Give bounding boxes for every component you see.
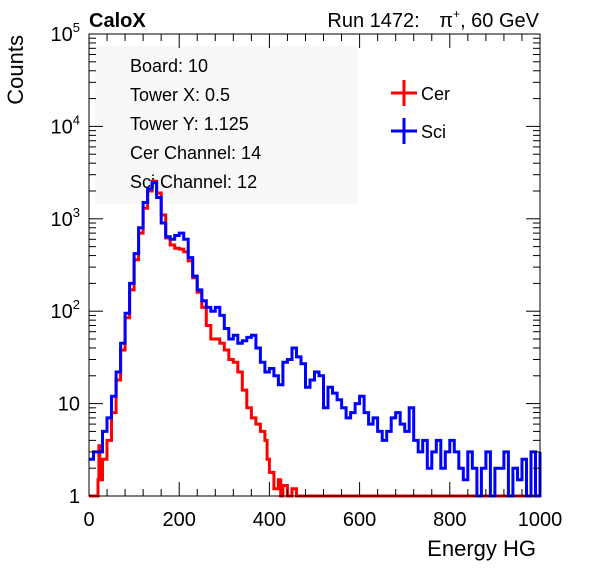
plot-frame <box>88 33 541 497</box>
y-tick-label: 10 <box>58 394 80 416</box>
series-line-sci <box>89 181 542 498</box>
info-board: Board: 10 <box>130 56 208 76</box>
y-tick-label: 1 <box>69 486 80 508</box>
info-cer-channel: Cer Channel: 14 <box>130 143 261 163</box>
legend-label-sci: Sci <box>421 122 446 142</box>
run-prefix: Run 1472: <box>327 10 419 32</box>
info-tower-x: Tower X: 0.5 <box>130 85 230 105</box>
particle-label: π <box>439 10 453 32</box>
legend-label-cer: Cer <box>421 84 450 104</box>
x-tick-label: 1000 <box>518 509 563 531</box>
x-tick-label: 0 <box>83 509 94 531</box>
series-line-cer <box>89 179 540 498</box>
series-layer <box>89 179 542 498</box>
info-tower-y: Tower Y: 1.125 <box>130 114 249 134</box>
run-label: Run 1472: π+, 60 GeV <box>327 7 539 32</box>
x-tick-label: 200 <box>163 509 196 531</box>
x-tick-label: 600 <box>343 509 376 531</box>
particle-charge: + <box>453 7 460 21</box>
y-axis: 1 10 102 103 104 105 <box>51 20 540 508</box>
info-sci-channel: Sci Channel: 12 <box>130 172 257 192</box>
y-tick-label: 105 <box>51 20 80 46</box>
x-tick-label: 800 <box>433 509 466 531</box>
y-axis-title: Counts <box>3 35 28 105</box>
legend: Cer Sci <box>391 80 450 144</box>
energy-label: , 60 GeV <box>460 10 540 32</box>
x-axis: 0 200 400 600 800 1000 <box>83 34 562 531</box>
y-tick-label: 104 <box>51 112 80 138</box>
y-tick-label: 102 <box>51 297 80 323</box>
y-tick-label: 103 <box>51 205 80 231</box>
experiment-label: CaloX <box>89 10 146 32</box>
x-tick-label: 400 <box>253 509 286 531</box>
x-axis-title: Energy HG <box>427 536 536 561</box>
info-box-background <box>95 46 358 204</box>
info-box: Board: 10 Tower X: 0.5 Tower Y: 1.125 Ce… <box>130 56 261 192</box>
